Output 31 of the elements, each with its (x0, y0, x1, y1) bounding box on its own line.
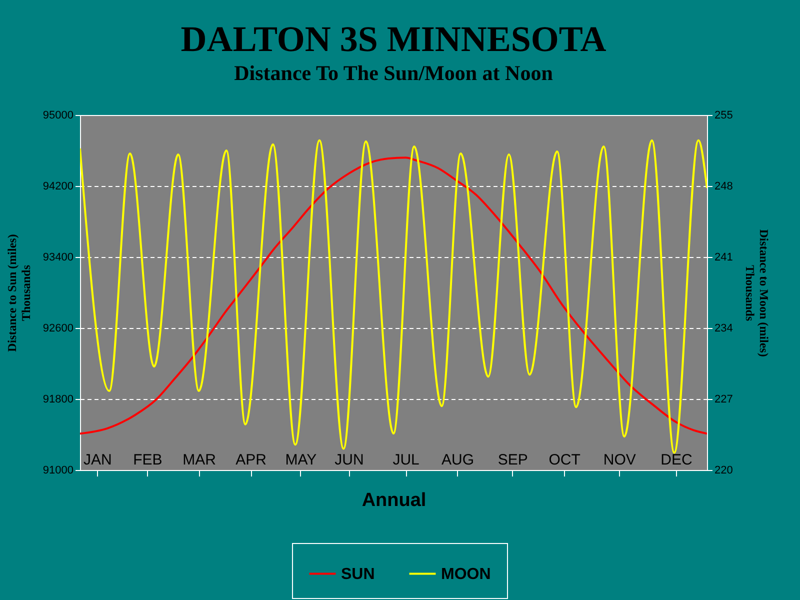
chart-title: DALTON 3S MINNESOTA (180, 19, 606, 59)
x-tick-label: JUL (392, 452, 420, 468)
y2-tick-label: 220 (714, 464, 733, 476)
x-tick-label: AUG (441, 452, 474, 468)
y-tick-label: 91800 (42, 394, 74, 406)
legend-label: SUN (341, 566, 375, 583)
x-tick-label: OCT (548, 452, 580, 468)
y-tick-label: 92600 (42, 322, 74, 334)
chart-subtitle: Distance To The Sun/Moon at Noon (234, 61, 554, 85)
y-tick-label: 94200 (42, 180, 74, 192)
x-axis-title: Annual (362, 490, 426, 511)
x-tick-label: MAY (285, 452, 317, 468)
y2-axis-title: Distance to Moon (miles) Thousands (742, 229, 771, 357)
x-tick-label: MAR (182, 452, 216, 468)
y2-tick-label: 255 (714, 110, 733, 122)
x-tick-label: FEB (133, 452, 162, 468)
x-tick-label: DEC (660, 452, 692, 468)
y-axis-title: Distance to Sun (miles) Thousands (4, 234, 33, 352)
y2-tick-label: 234 (714, 322, 733, 334)
y2-tick-label: 241 (714, 252, 733, 264)
x-tick-label: JAN (84, 452, 112, 468)
x-tick-label: NOV (603, 452, 636, 468)
y-tick-label: 91000 (42, 464, 74, 476)
x-tick-label: APR (236, 452, 267, 468)
x-tick-label: JUN (334, 452, 364, 468)
y2-tick-label: 248 (714, 180, 733, 192)
y-tick-label: 95000 (42, 110, 74, 122)
legend-label: MOON (441, 566, 491, 583)
x-tick-label: SEP (498, 452, 528, 468)
y-tick-label: 93400 (42, 252, 74, 264)
y2-tick-label: 227 (714, 394, 733, 406)
